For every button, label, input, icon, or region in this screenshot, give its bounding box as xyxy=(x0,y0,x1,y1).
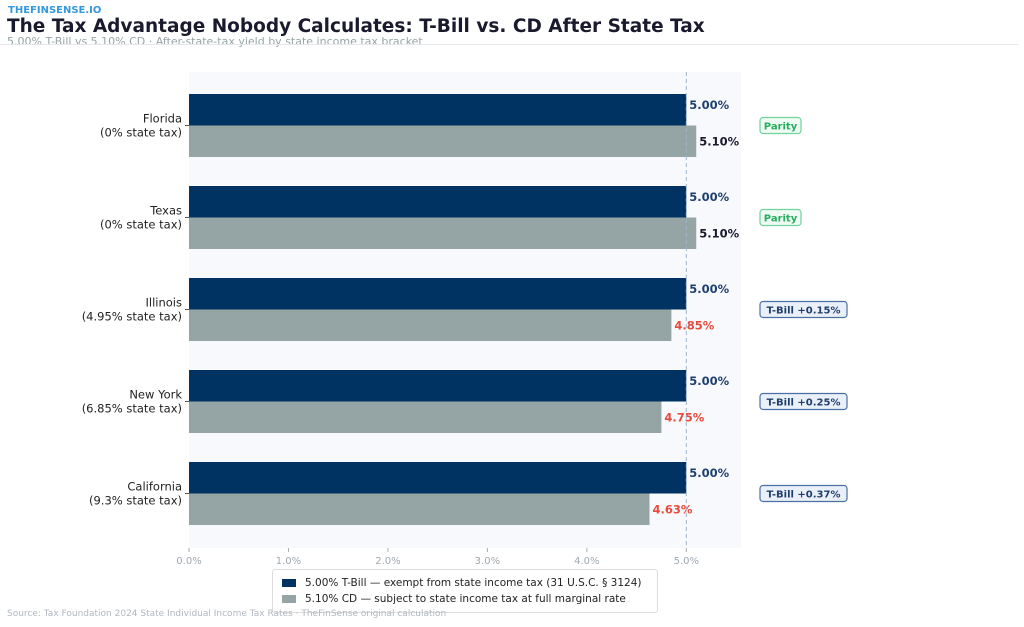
data-label-tbill: 5.00% xyxy=(689,466,729,480)
x-tick-label: 4.0% xyxy=(574,556,599,567)
x-tick-label: 0.0% xyxy=(176,556,201,567)
category-label: (0% state tax) xyxy=(100,126,182,140)
annotation-label: T-Bill +0.15% xyxy=(767,306,841,317)
category-label: (9.3% state tax) xyxy=(89,494,182,508)
bar-cd xyxy=(189,493,650,525)
category-label: (4.95% state tax) xyxy=(82,310,182,324)
category-label: (6.85% state tax) xyxy=(82,402,182,416)
category-label: New York xyxy=(129,388,182,402)
category-label: (0% state tax) xyxy=(100,218,182,232)
legend-swatch-cd xyxy=(282,595,296,603)
data-label-cd: 5.10% xyxy=(699,134,739,148)
annotation-label: Parity xyxy=(764,214,798,225)
data-label-tbill: 5.00% xyxy=(689,190,729,204)
bar-cd xyxy=(189,217,697,249)
x-tick-label: 2.0% xyxy=(375,556,400,567)
category-label: Illinois xyxy=(146,296,183,310)
bar-tbill xyxy=(189,186,687,218)
annotation-label: T-Bill +0.25% xyxy=(767,398,841,409)
annotation-badge xyxy=(759,116,802,135)
legend-swatch-tbill xyxy=(282,579,296,587)
data-label-tbill: 5.00% xyxy=(689,98,729,112)
bar-cd xyxy=(189,401,662,433)
chart-title: The Tax Advantage Nobody Calculates: T-B… xyxy=(7,16,705,37)
category-label: Florida xyxy=(143,112,182,126)
legend: 5.00% T-Bill — exempt from state income … xyxy=(272,569,658,613)
bar-cd xyxy=(189,309,672,341)
x-tick-label: 5.0% xyxy=(674,556,699,567)
bar-tbill xyxy=(189,94,687,126)
source-note: Source: Tax Foundation 2024 State Indivi… xyxy=(7,609,447,619)
x-tick-label: 3.0% xyxy=(475,556,500,567)
data-label-cd: 4.63% xyxy=(652,502,692,516)
brand-label: THEFINSENSE.IO xyxy=(8,5,102,16)
data-label-cd: 5.10% xyxy=(699,226,739,240)
annotation-badge xyxy=(759,484,848,503)
bar-cd xyxy=(189,125,697,157)
data-label-tbill: 5.00% xyxy=(689,374,729,388)
annotation-badge xyxy=(759,300,848,319)
header-divider xyxy=(0,44,1018,45)
bar-tbill xyxy=(189,462,687,494)
annotation-badge xyxy=(759,208,802,227)
data-label-cd: 4.75% xyxy=(664,410,704,424)
annotation-badge xyxy=(759,392,848,411)
annotation-label: T-Bill +0.37% xyxy=(767,490,841,501)
bar-tbill xyxy=(189,278,687,310)
legend-label: 5.10% CD — subject to state income tax a… xyxy=(305,593,626,605)
bar-tbill xyxy=(189,370,687,402)
data-label-tbill: 5.00% xyxy=(689,282,729,296)
data-label-cd: 4.85% xyxy=(674,318,714,332)
annotation-label: Parity xyxy=(764,122,798,133)
legend-item-cd: 5.10% CD — subject to state income tax a… xyxy=(282,593,626,605)
x-tick-label: 1.0% xyxy=(276,556,301,567)
category-label: California xyxy=(127,480,182,494)
category-label: Texas xyxy=(149,204,182,218)
legend-item-tbill: 5.00% T-Bill — exempt from state income … xyxy=(282,577,642,589)
legend-label: 5.00% T-Bill — exempt from state income … xyxy=(305,577,642,589)
